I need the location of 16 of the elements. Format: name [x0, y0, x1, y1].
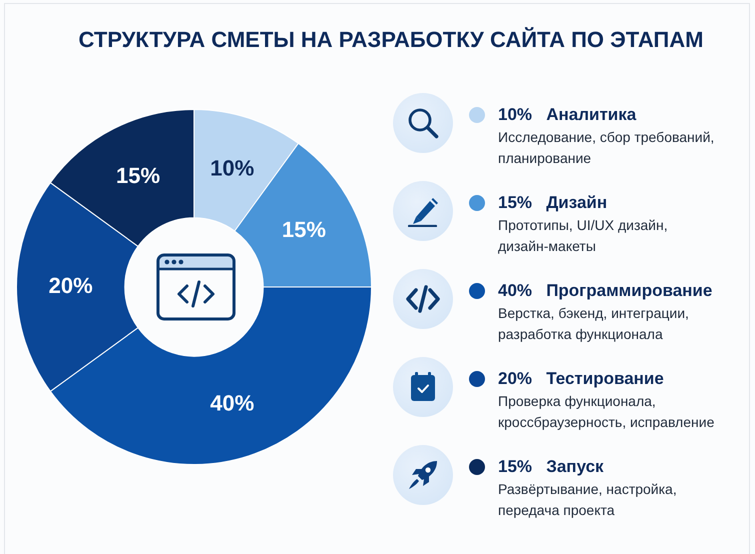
data-label: 10% [210, 156, 254, 181]
legend-label: 15% Запуск [498, 457, 604, 477]
legend-label: 15% Дизайн [498, 193, 608, 213]
text: Развёртывание, настройка, передача проекта [498, 481, 677, 518]
data-label: 20% [48, 273, 93, 298]
data-label: 40% [210, 390, 254, 416]
text: Прототипы, UI/UX дизайн, дизайн-макеты [498, 217, 668, 254]
text: Исследование, сбор требований, планирование [498, 129, 714, 166]
data-label: 15% [282, 217, 326, 242]
text: Верстка, бэкенд, интеграции, разработка функционала [498, 305, 689, 342]
chart-title: СТРУКТУРА СМЕТЫ НА РАЗРАБОТКУ САЙТА ПО ЭТАПАМ [78, 26, 704, 54]
text: Проверка функционала, кроссбраузерность, исправление [498, 393, 714, 430]
legend-label: 20% Тестирование [498, 369, 664, 389]
legend-label: 10% Аналитика [498, 105, 636, 125]
data-label: 15% [116, 163, 160, 188]
legend-label: 40% Программирование [498, 281, 712, 301]
